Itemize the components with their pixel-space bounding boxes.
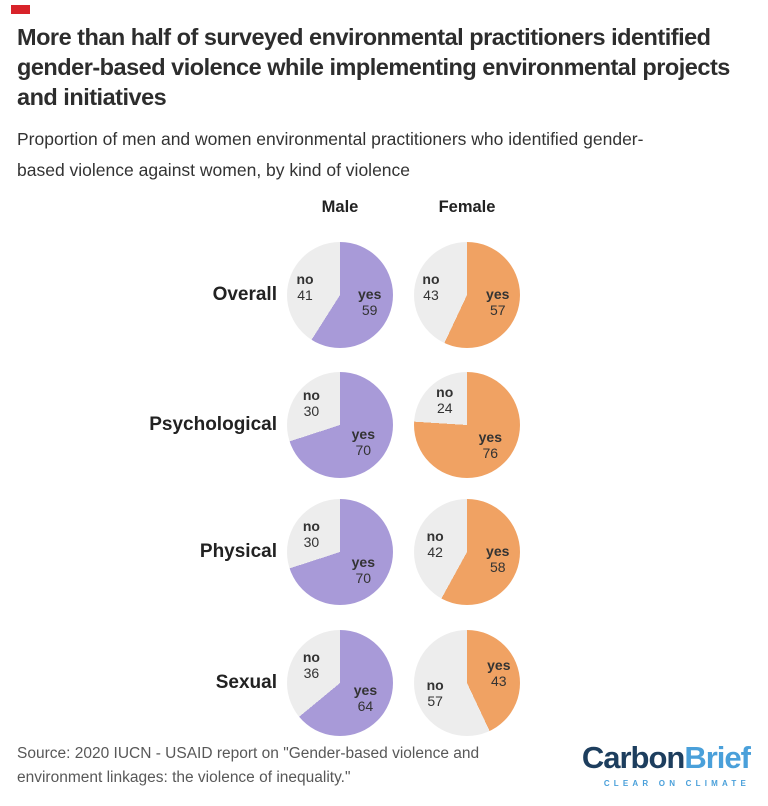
pie-label-yes: yes 70 [351,554,375,587]
pie-label-yes: yes 70 [351,425,375,458]
pie-label-yes: yes 76 [478,429,502,462]
title-line: gender-based violence while implementing… [17,54,730,80]
row-label-overall: Overall [212,284,277,305]
subtitle-line: based violence against women, by kind of… [17,160,411,180]
logo-tagline: CLEAR ON CLIMATE [603,779,750,788]
source-note: Source: 2020 IUCN - USAID report on "Gen… [17,742,479,790]
page-title: More than half of surveyed environmental… [17,22,730,112]
pie-label-no: no 43 [422,270,440,303]
pie-label-no: no 42 [426,527,444,560]
pie-sexual-male: no 36 yes 64 [287,630,393,736]
pie-label-no: no 57 [426,676,444,709]
pie-overall-male: no 41 yes 59 [287,242,393,348]
pie-psychological-male: no 30 yes 70 [287,372,393,478]
brand-red-tag [11,5,30,14]
title-line: and initiatives [17,84,167,110]
column-header-male: Male [321,198,359,216]
logo-carbon: Carbon [581,740,685,775]
pie-label-no: no 30 [302,517,320,550]
pie-label-no: no 30 [302,386,320,419]
row-label-psychological: Psychological [149,414,277,435]
pie-label-no: no 24 [436,383,454,416]
pie-physical-female: no 42 yes 58 [414,499,520,605]
source-line: Source: 2020 IUCN - USAID report on "Gen… [17,745,480,762]
carbonbrief-wordmark: CarbonBrief [581,740,751,776]
row-label-physical: Physical [199,541,277,562]
title-line: More than half of surveyed environmental… [17,24,711,50]
pie-label-yes: yes 43 [487,657,511,690]
logo-brief: Brief [684,740,751,775]
pie-label-yes: yes 57 [486,286,510,319]
subtitle-line: Proportion of men and women environmenta… [17,129,644,149]
pie-sexual-female: no 57 yes 43 [414,630,520,736]
row-label-sexual: Sexual [215,672,277,693]
pie-psychological-female: no 24 yes 76 [414,372,520,478]
pie-label-yes: yes 64 [353,681,378,714]
source-line: environment linkages: the violence of in… [17,769,351,786]
column-header-female: Female [438,198,496,216]
chart-subtitle: Proportion of men and women environmenta… [17,124,643,186]
pie-overall-female: no 43 yes 57 [414,242,520,348]
carbonbrief-logo: CarbonBrief CLEAR ON CLIMATE [581,740,751,788]
pie-label-yes: yes 58 [486,543,510,576]
pie-label-no: no 41 [296,270,314,303]
pie-label-yes: yes 59 [357,286,382,319]
pie-label-no: no 36 [302,648,320,681]
pie-physical-male: no 30 yes 70 [287,499,393,605]
